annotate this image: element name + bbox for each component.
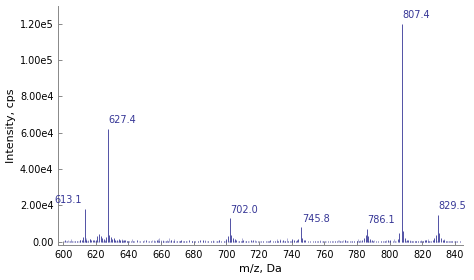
Text: 613.1: 613.1 bbox=[55, 195, 82, 206]
Text: 702.0: 702.0 bbox=[230, 204, 258, 214]
Y-axis label: Intensity, cps: Intensity, cps bbox=[6, 88, 16, 163]
Text: 745.8: 745.8 bbox=[302, 214, 329, 224]
X-axis label: m/z, Da: m/z, Da bbox=[239, 264, 282, 274]
Text: 807.4: 807.4 bbox=[402, 10, 430, 20]
Text: 786.1: 786.1 bbox=[368, 215, 395, 225]
Text: 627.4: 627.4 bbox=[109, 115, 137, 125]
Text: 829.5: 829.5 bbox=[438, 201, 466, 211]
